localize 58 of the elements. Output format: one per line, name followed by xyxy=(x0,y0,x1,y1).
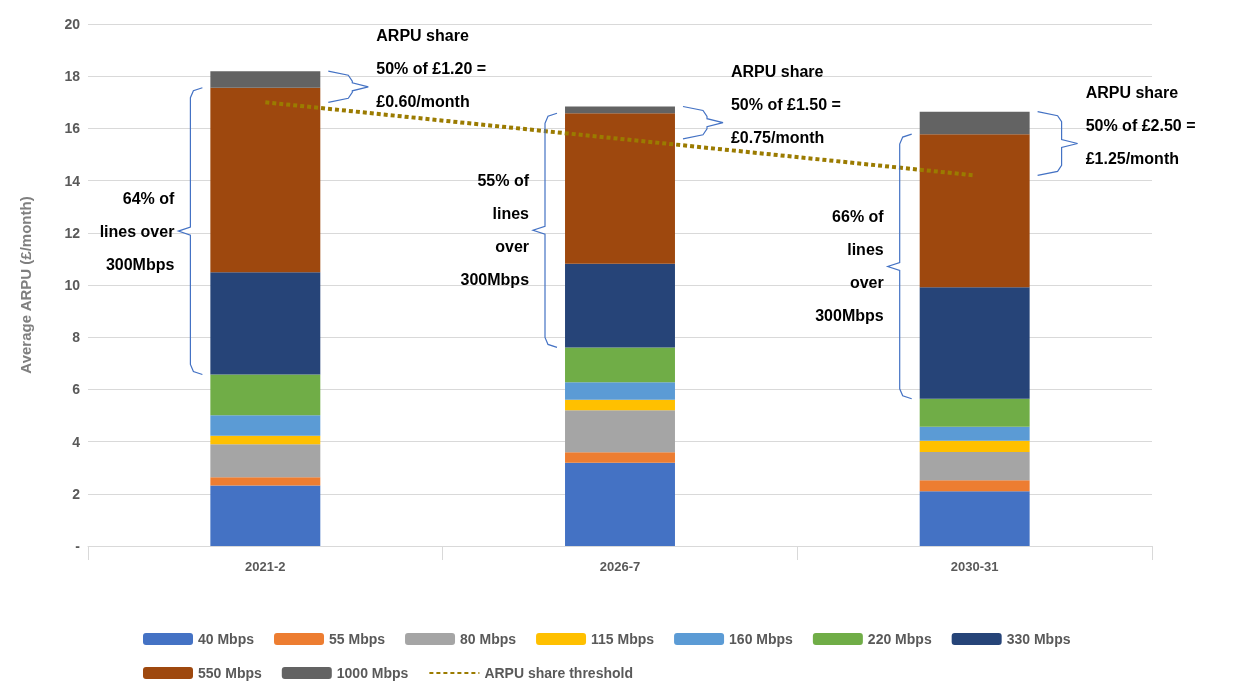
y-tick-label: 20 xyxy=(64,16,81,32)
y-axis-title: Average ARPU (£/month) xyxy=(17,196,34,374)
bar xyxy=(210,485,321,546)
bar xyxy=(210,374,321,416)
y-tick-label: 16 xyxy=(64,120,81,137)
y-tick-label: 6 xyxy=(72,381,81,398)
bar xyxy=(210,477,321,486)
y-tick-label: 2 xyxy=(72,485,81,502)
legend-label: 330 Mbps xyxy=(1006,631,1071,647)
bar xyxy=(919,398,1030,427)
legend-label: 1000 Mbps xyxy=(336,665,409,681)
bar xyxy=(919,426,1030,441)
legend-label: 115 Mbps xyxy=(591,631,655,647)
y-tick-label: 14 xyxy=(64,172,81,189)
y-tick-label: 8 xyxy=(72,329,81,346)
bar xyxy=(565,399,675,411)
legend-label: 160 Mbps xyxy=(729,631,794,647)
x-tick-label: 2026-7 xyxy=(599,559,641,574)
bar xyxy=(919,491,1030,546)
legend-label: ARPU share threshold xyxy=(484,665,633,681)
bar xyxy=(919,134,1030,288)
bar xyxy=(565,263,675,348)
y-tick-label: 4 xyxy=(72,433,81,450)
bar xyxy=(210,87,321,273)
y-tick-label: 12 xyxy=(64,224,81,241)
bar xyxy=(919,452,1030,481)
bar xyxy=(919,440,1030,453)
annotation: 55% of lines over 300Mbps xyxy=(460,172,530,289)
annotation: ARPU share 50% of £1.20 = £0.60/month xyxy=(376,27,487,111)
x-tick-label: 2030-31 xyxy=(950,559,999,574)
legend-label: 55 Mbps xyxy=(329,631,386,647)
bar xyxy=(210,71,321,88)
bar xyxy=(565,382,675,400)
annotation: ARPU share 50% of £2.50 = £1.25/month xyxy=(1085,84,1196,168)
bar xyxy=(210,272,321,375)
y-tick-label: - xyxy=(75,538,81,554)
bar xyxy=(565,347,675,383)
y-tick-label: 10 xyxy=(64,277,81,293)
bar xyxy=(919,287,1030,399)
bar xyxy=(210,444,321,478)
bar xyxy=(565,462,675,546)
annotation: 66% of lines over 300Mbps xyxy=(815,208,885,325)
annotation: ARPU share 50% of £1.50 = £0.75/month xyxy=(730,63,841,147)
bar xyxy=(210,415,321,436)
bar xyxy=(565,410,675,453)
bar xyxy=(210,435,321,445)
annotation: 64% of lines over 300Mbps xyxy=(99,189,176,273)
legend-label: 220 Mbps xyxy=(867,631,932,647)
bar xyxy=(919,480,1030,492)
legend-label: 550 Mbps xyxy=(198,665,263,681)
y-tick-label: 18 xyxy=(64,68,81,85)
x-tick-label: 2021-2 xyxy=(245,559,286,574)
bar xyxy=(565,452,675,463)
bar xyxy=(919,111,1030,135)
legend-label: 40 Mbps xyxy=(198,631,255,647)
bar xyxy=(565,106,675,114)
bar xyxy=(565,113,675,264)
legend-label: 80 Mbps xyxy=(460,631,517,647)
